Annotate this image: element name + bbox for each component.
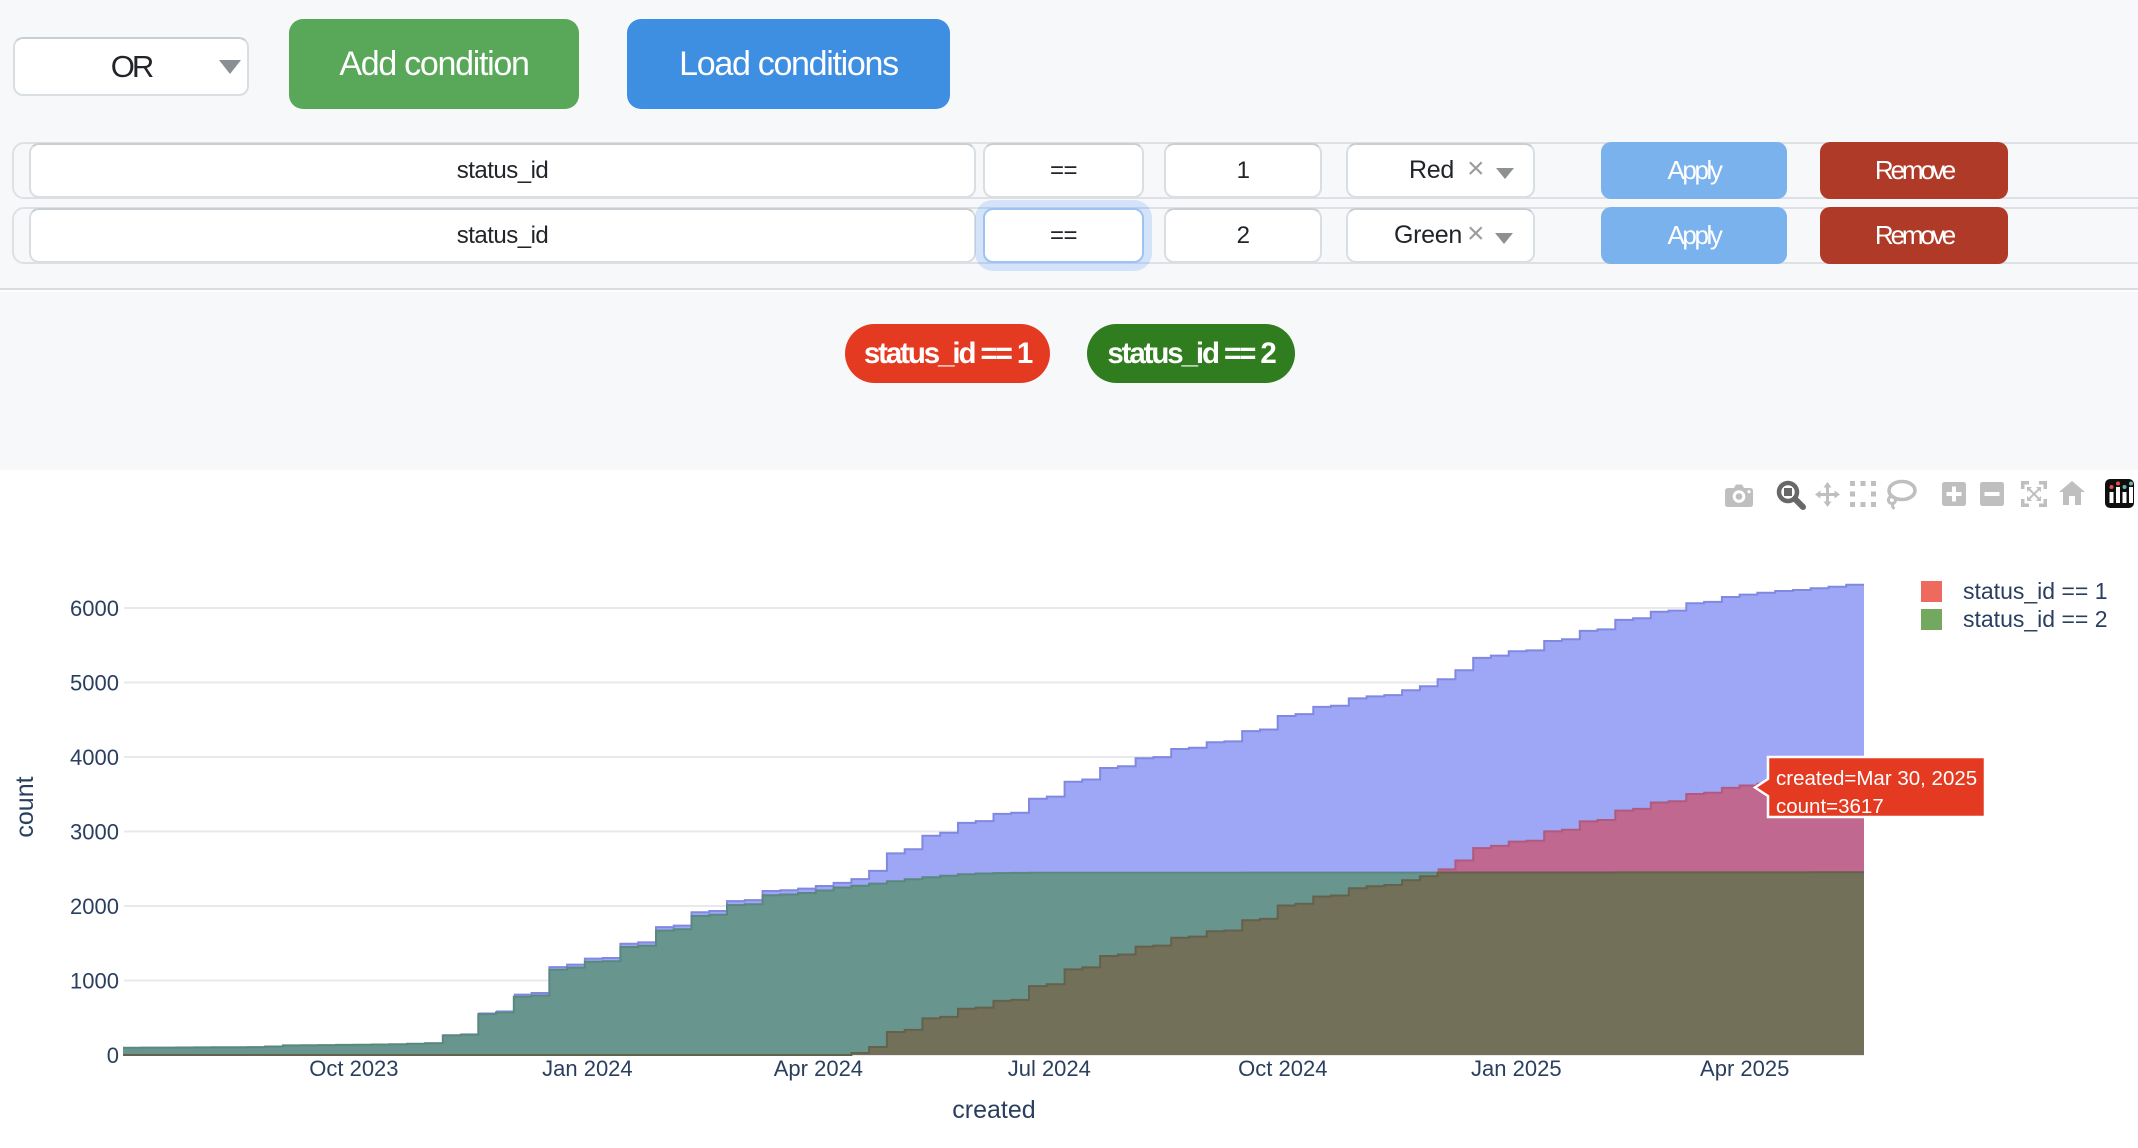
svg-text:Oct 2023: Oct 2023 [309,1056,398,1081]
svg-text:status_id == 1: status_id == 1 [1963,578,2108,604]
svg-text:Oct 2024: Oct 2024 [1238,1056,1327,1081]
svg-text:count: count [11,776,39,837]
svg-text:6000: 6000 [70,596,119,621]
svg-text:status_id == 2: status_id == 2 [1963,606,2108,632]
svg-text:Apr 2024: Apr 2024 [774,1056,863,1081]
svg-text:count=3617: count=3617 [1776,795,1884,818]
svg-text:5000: 5000 [70,671,119,696]
svg-text:2000: 2000 [70,894,119,919]
svg-text:created: created [952,1096,1035,1124]
svg-text:3000: 3000 [70,820,119,845]
svg-text:1000: 1000 [70,969,119,994]
svg-text:Apr 2025: Apr 2025 [1700,1056,1789,1081]
svg-text:created=Mar 30, 2025: created=Mar 30, 2025 [1776,767,1977,790]
svg-text:4000: 4000 [70,745,119,770]
svg-text:Jan 2024: Jan 2024 [542,1056,633,1081]
svg-text:0: 0 [107,1043,119,1068]
svg-text:Jan 2025: Jan 2025 [1471,1056,1562,1081]
svg-text:Jul 2024: Jul 2024 [1008,1056,1091,1081]
